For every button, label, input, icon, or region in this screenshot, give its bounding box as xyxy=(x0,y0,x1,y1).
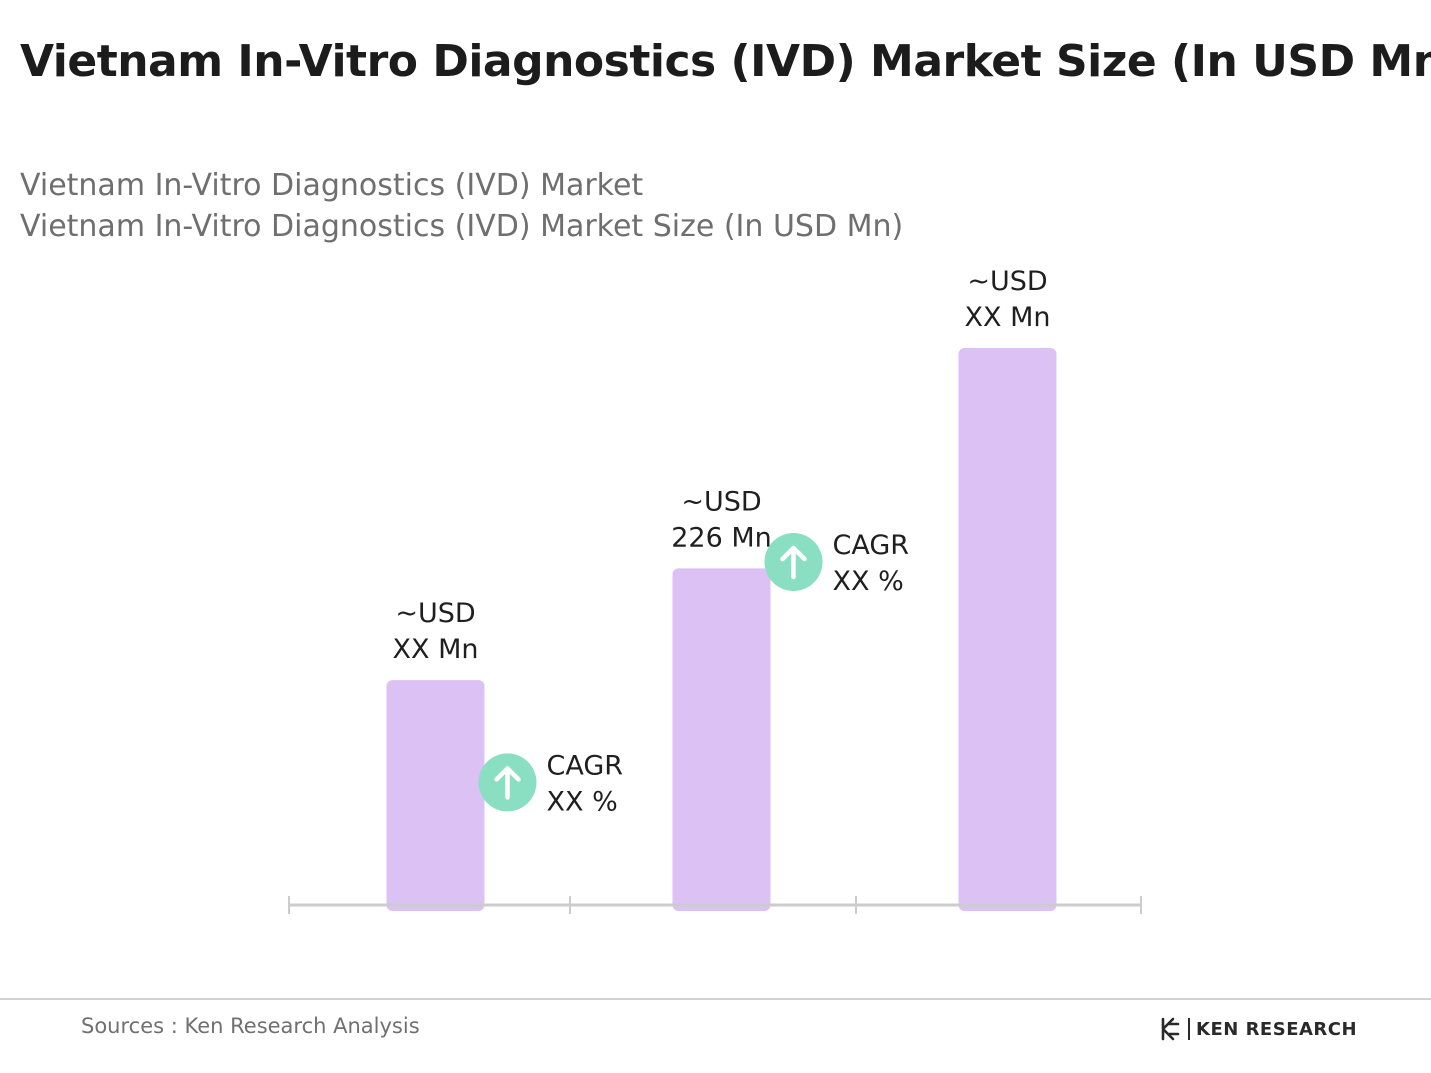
sources-note: Sources : Ken Research Analysis xyxy=(81,1014,420,1038)
ken-research-logo-icon xyxy=(1161,1017,1180,1041)
ken-research-logo: KEN RESEARCH xyxy=(1160,1016,1357,1042)
data-label-bar-3-line-2: XX Mn xyxy=(965,302,1051,333)
chart-subtitle-line1: Vietnam In-Vitro Diagnostics (IVD) Marke… xyxy=(20,168,644,203)
bar-3 xyxy=(958,348,1057,911)
cagr-annotation-1: CAGR XX % xyxy=(478,750,624,817)
chart-title: Vietnam In-Vitro Diagnostics (IVD) Marke… xyxy=(20,36,1431,87)
logo-text: KEN RESEARCH xyxy=(1196,1018,1358,1040)
arrow-up-icon xyxy=(780,545,807,580)
data-label-bar-3-line-1: ~USD xyxy=(967,266,1047,297)
cagr-value-2: XX % xyxy=(833,566,904,597)
footer-divider xyxy=(0,998,1431,1000)
cagr-label-2: CAGR xyxy=(833,530,910,561)
data-label-bar-1-line-2: XX Mn xyxy=(393,634,479,665)
chart-subtitle-line2: Vietnam In-Vitro Diagnostics (IVD) Marke… xyxy=(20,209,904,244)
data-label-bar-1-line-1: ~USD xyxy=(395,598,475,629)
cagr-annotation-2: CAGR XX % xyxy=(764,530,910,597)
bar-1 xyxy=(386,680,485,911)
data-label-bar-2-line-1: ~USD xyxy=(681,486,761,517)
logo-separator xyxy=(1188,1018,1190,1040)
data-label-bar-2-line-2: 226 Mn xyxy=(671,522,772,553)
cagr-value-1: XX % xyxy=(547,786,618,817)
bar-2 xyxy=(672,568,771,911)
arrow-up-icon xyxy=(494,766,521,800)
cagr-label-1: CAGR xyxy=(547,750,624,781)
